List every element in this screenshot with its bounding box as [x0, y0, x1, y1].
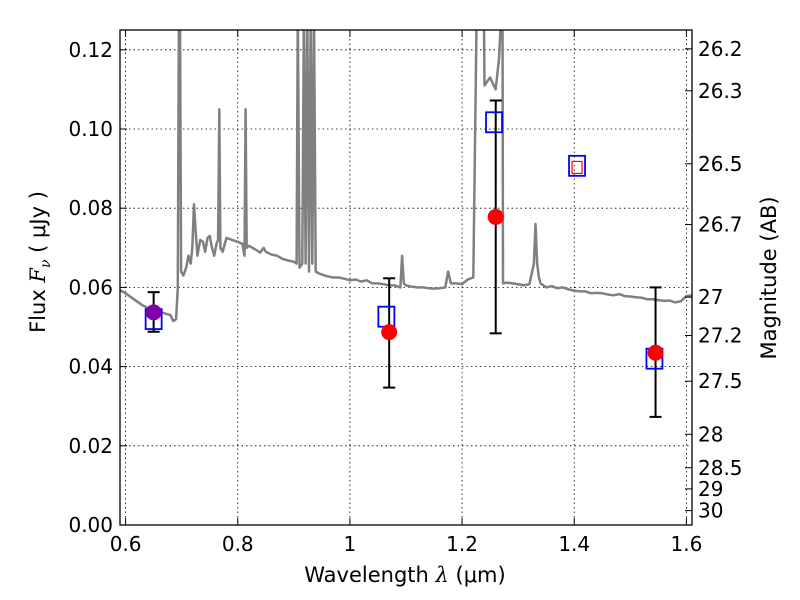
magnitude-tick-label: 29 — [698, 477, 723, 501]
magnitude-tick-label: 28 — [698, 422, 723, 446]
y-tick-labels: 0.00 0.02 0.04 0.06 0.08 0.10 0.12 — [68, 38, 113, 537]
model-point — [377, 305, 396, 328]
magnitude-tick-label: 30 — [698, 499, 723, 523]
ticks — [120, 30, 692, 526]
x-tick-label: 1 — [344, 532, 357, 556]
y-tick-label: 0.08 — [68, 196, 113, 220]
limit-point — [571, 160, 583, 175]
x-tick-labels: 0.6 0.8 1 1.2 1.4 1.6 — [110, 532, 703, 556]
magnitude-tick-label: 26.7 — [698, 213, 743, 237]
error-bars — [147, 99, 662, 418]
magnitude-tick-label: 26.3 — [698, 79, 743, 103]
y2-axis-label: Magnitude (AB) — [757, 196, 781, 359]
model-point — [568, 154, 586, 177]
observed-point — [381, 324, 398, 341]
magnitude-tick-label: 27 — [698, 285, 723, 309]
x-tick-label: 0.6 — [110, 532, 142, 556]
y-tick-label: 0.06 — [68, 275, 113, 299]
x-tick-label: 0.8 — [222, 532, 254, 556]
observed-point — [145, 304, 162, 321]
model-markers — [144, 111, 664, 370]
x-axis-label: Wavelength λ (μm) — [304, 563, 505, 587]
magnitude-tick-label: 28.5 — [698, 456, 743, 480]
observed-point — [487, 208, 504, 225]
model-point — [485, 111, 503, 134]
grid — [120, 30, 692, 525]
y-tick-label: 0.04 — [68, 355, 113, 379]
magnitude-tick-label: 27.5 — [698, 369, 743, 393]
magnitude-tick-label: 27.2 — [698, 323, 743, 347]
x-tick-label: 1.2 — [446, 532, 478, 556]
plot-frame — [119, 29, 693, 526]
x-tick-label: 1.6 — [670, 532, 702, 556]
observed-point — [647, 344, 664, 361]
y-axis-label: Flux Fν ( μJy ) — [26, 191, 54, 333]
y-tick-label: 0.02 — [68, 434, 113, 458]
y-tick-label: 0.00 — [68, 513, 113, 537]
magnitude-tick-label: 26.5 — [698, 152, 743, 176]
x-tick-label: 1.4 — [558, 532, 590, 556]
model-spectrum-line — [120, 30, 692, 323]
y-tick-label: 0.12 — [68, 38, 113, 62]
observed-markers — [145, 160, 664, 361]
magnitude-tick-label: 26.2 — [698, 37, 743, 61]
y-tick-label: 0.10 — [68, 117, 113, 141]
